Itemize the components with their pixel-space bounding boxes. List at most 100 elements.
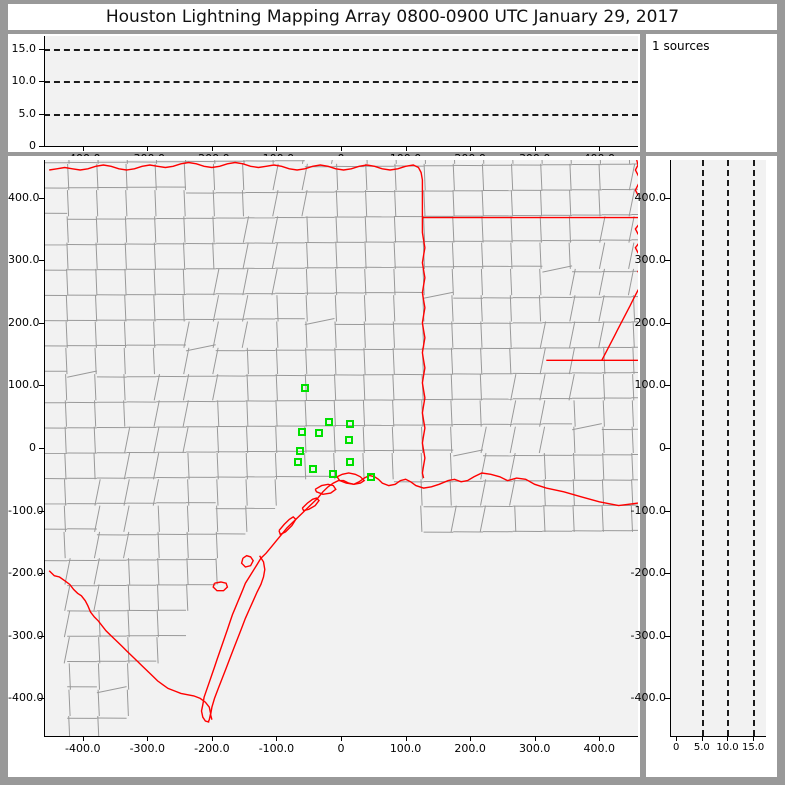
map-ytick-label-0: 0 (29, 441, 36, 454)
map-xtick-label-100: 100.0 (389, 742, 422, 755)
altitude-latitude-plot-area (670, 160, 766, 736)
xtick-15 (753, 736, 755, 741)
ytick-label-10: 10.0 (11, 74, 37, 88)
xtick--100 (276, 146, 278, 151)
xtick-0 (676, 736, 678, 741)
ytick-200 (665, 322, 670, 324)
map-ytick--100 (39, 510, 44, 512)
map-xtick-label--300: -300.0 (129, 742, 166, 755)
ytick-label-100: 100.0 (634, 378, 667, 392)
ytick-label--400: -400.0 (630, 691, 666, 705)
lma-station-marker (329, 470, 338, 479)
map-ytick-label-200: 200.0 (8, 315, 40, 329)
lma-station-marker (346, 457, 355, 466)
lma-station-marker (366, 472, 375, 481)
ytick-label-15: 15.0 (11, 41, 37, 55)
time-height-y-axis (44, 36, 45, 146)
ytick-0 (665, 448, 670, 449)
ytick-label-300: 300.0 (634, 253, 667, 267)
gridline-x-15 (753, 160, 756, 736)
ytick-400 (665, 197, 670, 199)
xtick--300 (147, 146, 149, 151)
map-xtick--100 (276, 736, 278, 741)
xtick-200 (470, 146, 472, 151)
lma-station-marker (315, 428, 324, 437)
xtick-5 (701, 736, 703, 741)
ytick-label--100: -100.0 (630, 503, 666, 517)
state-borders-layer (48, 160, 638, 723)
xtick-300 (534, 146, 536, 151)
ytick-label-5: 5.0 (18, 106, 37, 120)
map-xtick-label--400: -400.0 (65, 742, 101, 755)
map-xtick-300 (534, 736, 536, 741)
map-xtick-label-0: 0 (337, 742, 345, 755)
lma-station-marker (346, 420, 355, 429)
xtick--200 (211, 146, 213, 151)
xtick-label-0: 0 (672, 742, 680, 753)
map-xtick-400 (599, 736, 601, 741)
ytick--400 (665, 698, 670, 700)
ytick-300 (665, 260, 670, 262)
xtick-0 (341, 146, 342, 151)
map-xtick-label-200: 200.0 (454, 742, 486, 755)
county-borders-layer (44, 160, 638, 736)
map-ytick-label--300: -300.0 (8, 628, 44, 642)
lma-station-marker (300, 383, 309, 392)
ytick--200 (665, 573, 670, 575)
map-xtick-100 (405, 736, 407, 741)
lma-station-marker (295, 446, 304, 455)
map-ytick-label-400: 400.0 (8, 190, 40, 204)
map-ytick-label-100: 100.0 (8, 378, 40, 392)
alt-lat-x-axis (670, 736, 766, 737)
lma-station-marker (325, 417, 334, 426)
ytick-label--300: -300.0 (630, 628, 666, 642)
xtick--400 (82, 146, 84, 151)
gridline-x-10 (727, 160, 730, 736)
plan-view-map-panel: -400.0 -300.0 -200.0 -100.0 0 100.0 200.0 300.0… (8, 156, 640, 777)
map-ytick--200 (39, 573, 44, 575)
xtick-400 (599, 146, 601, 151)
ytick-5 (39, 113, 44, 115)
xtick-label-10: 10.0 (716, 742, 739, 753)
time-height-panel: 05.010.015.0-400.0-300.0-200.0-100.00100… (8, 34, 640, 165)
map-ytick-label--100: -100.0 (8, 503, 44, 517)
map-ytick--300 (39, 635, 44, 637)
sources-count-label: 1 sources (652, 39, 710, 53)
ytick-label-200: 200.0 (634, 315, 667, 329)
lma-station-marker (344, 436, 353, 445)
ytick-0 (39, 146, 44, 147)
map-ytick-label--400: -400.0 (8, 691, 44, 705)
map-ytick-200 (39, 322, 44, 324)
gridline-y-5 (44, 113, 638, 116)
map-ytick-400 (39, 197, 44, 199)
lma-station-marker (308, 465, 317, 474)
map-xtick-label--200: -200.0 (194, 742, 230, 755)
ytick-100 (665, 385, 670, 387)
map-xtick--200 (211, 736, 213, 741)
map-ytick--400 (39, 698, 44, 700)
map-geography (44, 160, 638, 736)
ytick-label--200: -200.0 (630, 566, 666, 580)
gridline-x-5 (701, 160, 704, 736)
time-height-plot-area (44, 36, 638, 146)
map-xtick-label--100: -100.0 (258, 742, 295, 755)
sources-count-panel: 1 sources (646, 34, 777, 152)
ytick-15 (39, 48, 44, 50)
gridline-y-10 (44, 81, 638, 84)
xtick-10 (727, 736, 729, 741)
lma-station-marker (298, 427, 307, 436)
map-xtick-label-400: 400.0 (583, 742, 616, 755)
xtick-label-5: 5.0 (693, 742, 710, 753)
map-xtick--300 (147, 736, 149, 741)
map-ytick-100 (39, 385, 44, 387)
ytick-label-0: 0 (659, 441, 666, 454)
map-xtick-label-300: 300.0 (518, 742, 551, 755)
ytick-10 (39, 81, 44, 83)
ytick-label-0: 0 (29, 139, 36, 152)
map-y-axis (44, 160, 45, 736)
map-ytick-label-300: 300.0 (8, 253, 40, 267)
alt-lat-y-axis (670, 160, 671, 736)
lma-station-marker (294, 457, 303, 466)
map-plot-area (44, 160, 638, 736)
